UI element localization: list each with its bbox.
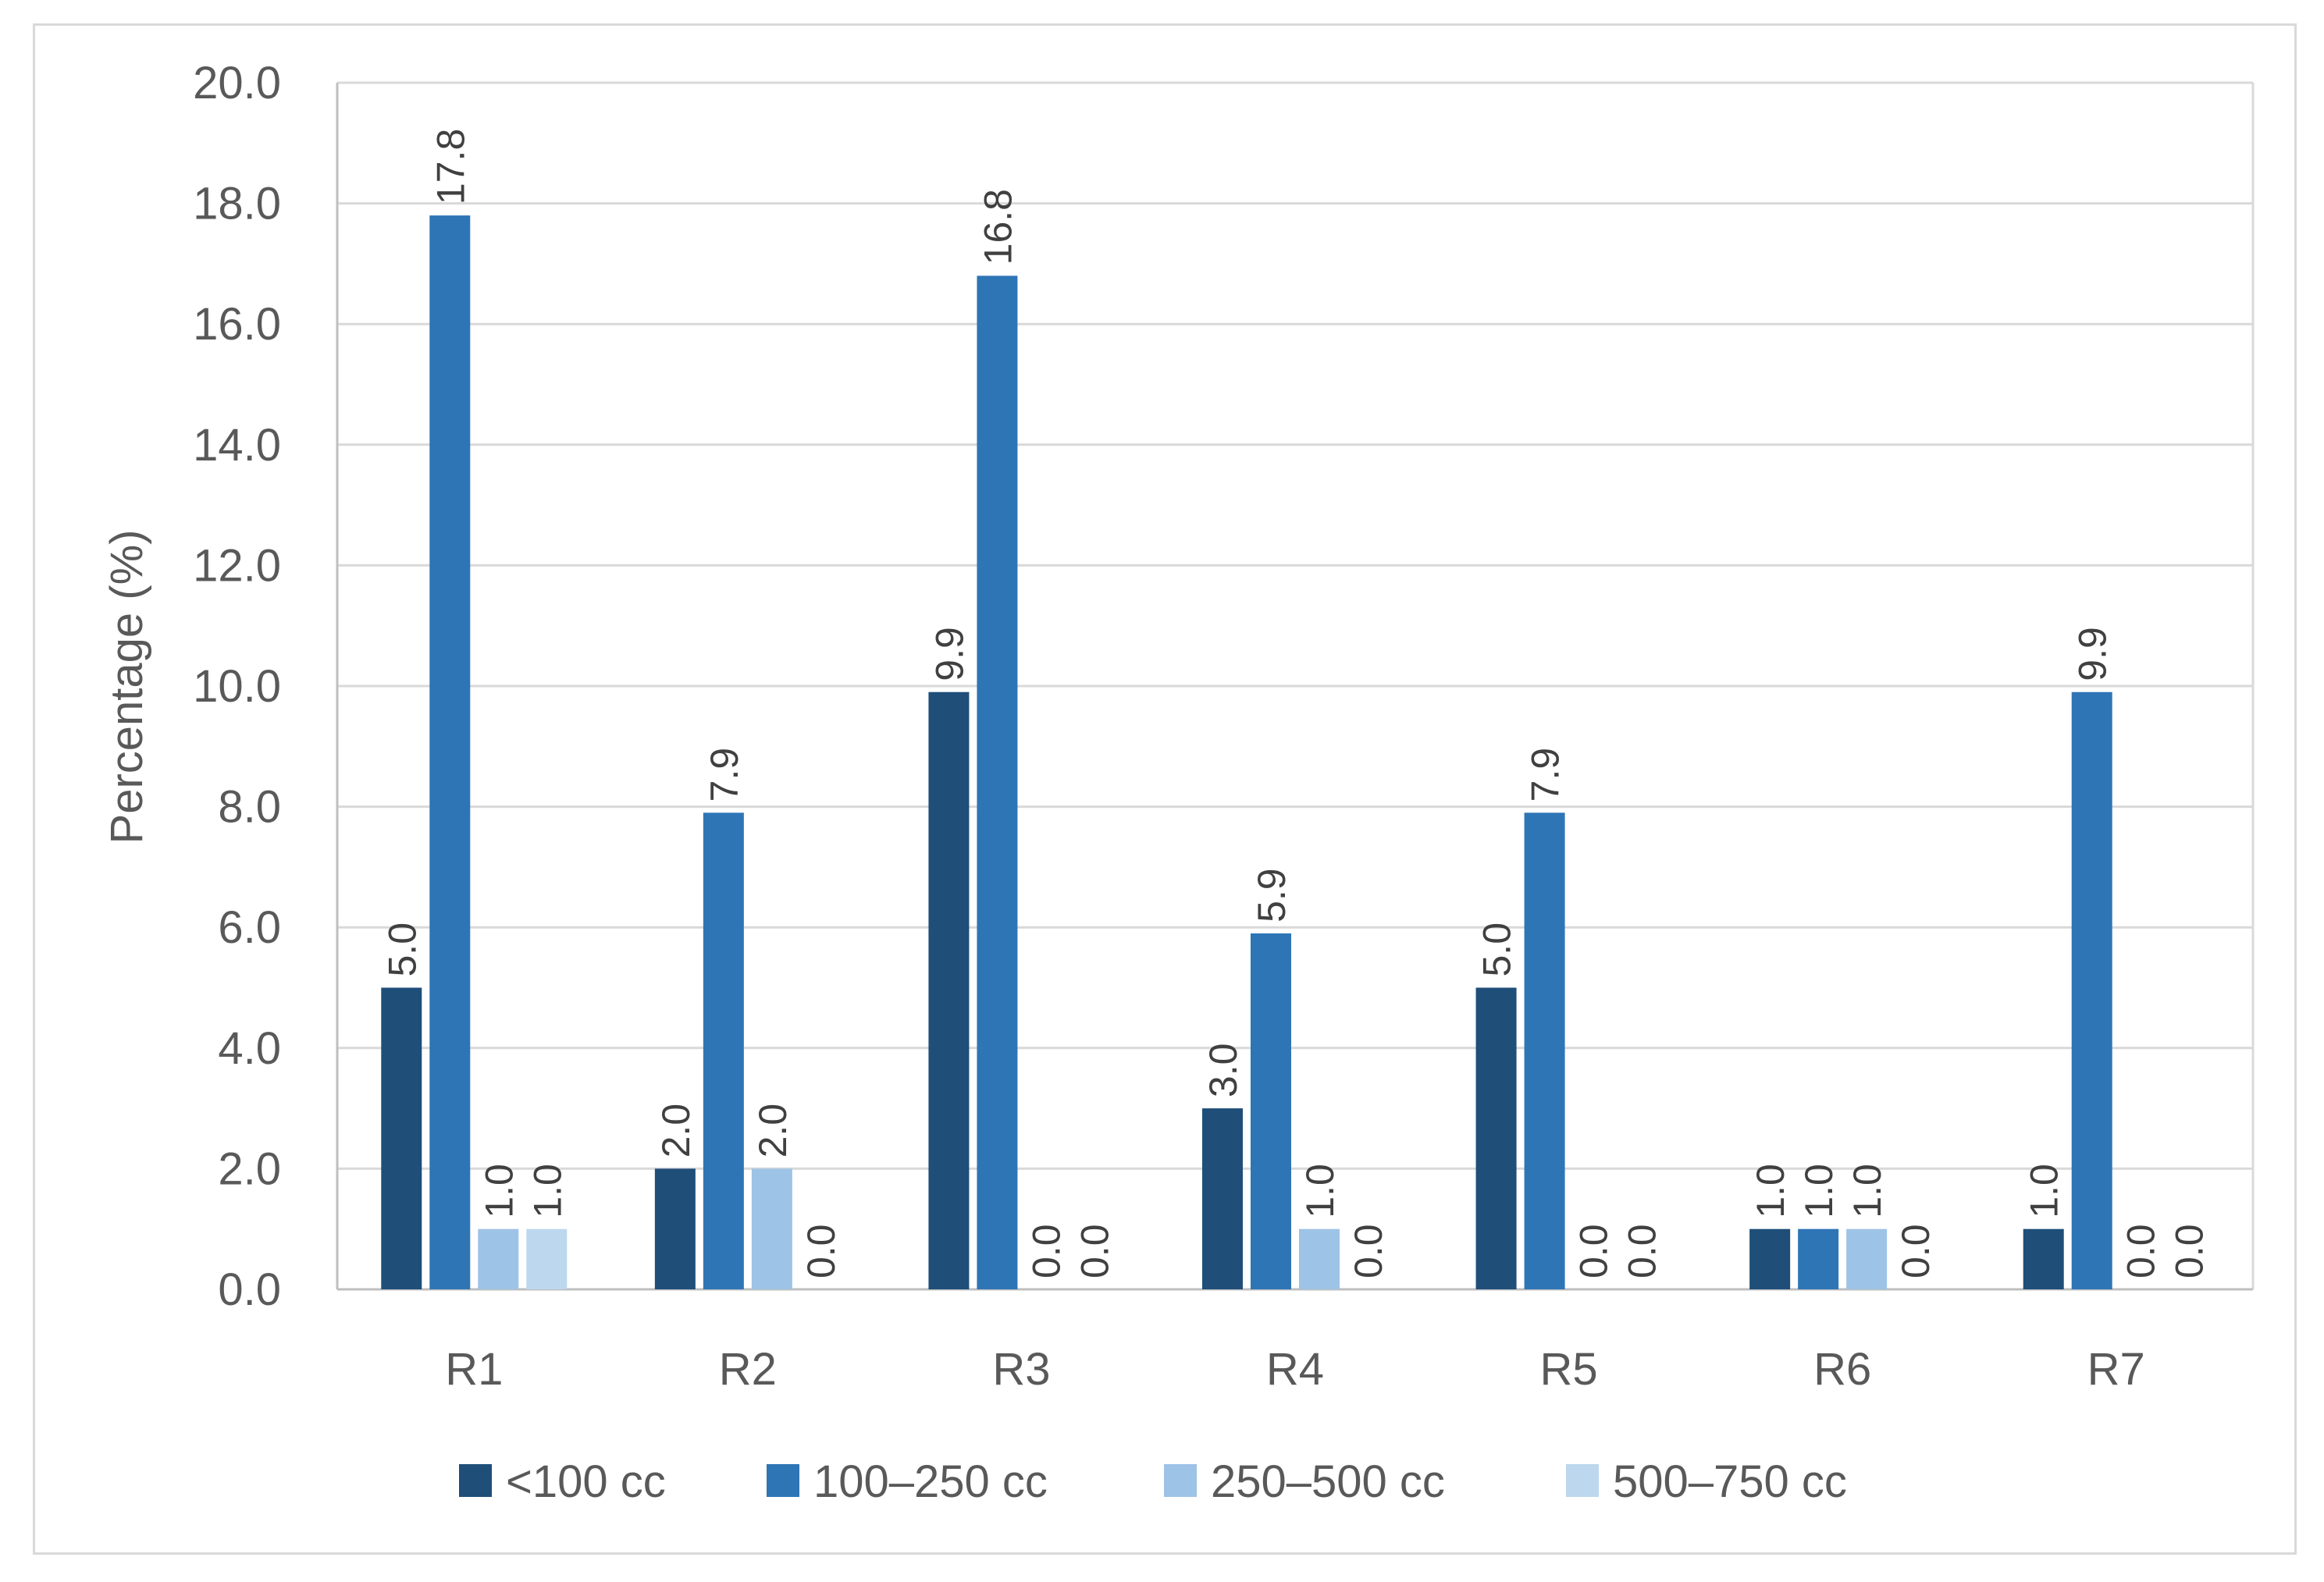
y-tick-label: 6.0 [218,902,281,953]
data-label: 0.0 [2168,1224,2212,1278]
gridlines [336,81,2255,1291]
legend-item: 250–500 cc [1164,1456,1445,1507]
legend-swatch [459,1464,492,1497]
data-label: 1.0 [2023,1164,2066,1218]
data-label: 0.0 [799,1224,843,1278]
bars [381,215,2112,1289]
data-label: 5.0 [1475,923,1519,977]
data-label: 7.9 [1524,748,1568,802]
data-label: 3.0 [1201,1043,1245,1098]
x-category-label: R4 [1266,1344,1324,1395]
legend-swatch [1164,1464,1197,1497]
data-label: 1.0 [1749,1164,1792,1218]
x-category-label: R5 [1539,1344,1597,1395]
legend-label: 100–250 cc [813,1456,1048,1507]
bar [928,691,970,1289]
bar [1749,1228,1791,1289]
x-axis-categories: R1 R2 R3 R4 R5 R6 R7 [445,1344,2145,1395]
bar [1251,933,1291,1289]
x-category-label: R6 [1813,1344,1871,1395]
data-label: 0.0 [1073,1224,1116,1278]
bar [654,1168,696,1289]
x-category-label: R1 [445,1344,503,1395]
data-label: 0.0 [1621,1224,1664,1278]
bar [1798,1228,1839,1289]
legend-label: <100 cc [506,1456,666,1507]
bar [1524,812,1565,1289]
data-label: 17.8 [429,129,472,204]
bar [977,276,1018,1289]
bar [381,987,422,1289]
bar [1846,1228,1888,1289]
bar [1475,987,1517,1289]
data-label: 1.0 [1298,1164,1342,1218]
data-label: 1.0 [1797,1164,1841,1218]
data-label: 5.9 [1250,868,1294,923]
data-label: 1.0 [477,1164,521,1218]
data-label: 9.9 [2071,627,2115,681]
legend-swatch [767,1464,799,1497]
y-tick-label: 8.0 [218,782,281,833]
y-tick-label: 14.0 [193,420,281,471]
y-tick-label: 4.0 [218,1023,281,1074]
bar [1202,1108,1243,1289]
data-label: 0.0 [1894,1224,1938,1278]
y-axis-ticks: 0.0 2.0 4.0 6.0 8.0 10.0 12.0 14.0 16.0 18.0 20.0 [193,58,281,1315]
data-label: 1.0 [525,1164,569,1218]
y-tick-label: 20.0 [193,58,281,108]
data-label: 2.0 [654,1104,698,1158]
data-label: 5.0 [380,923,424,977]
bar [478,1228,519,1289]
data-label: 0.0 [1024,1224,1068,1278]
bar [429,215,471,1289]
y-tick-label: 0.0 [218,1264,281,1315]
data-label: 0.0 [1572,1224,1616,1278]
x-category-label: R7 [2087,1344,2145,1395]
data-label: 0.0 [2119,1224,2163,1278]
legend-item: 100–250 cc [767,1456,1048,1507]
y-tick-label: 16.0 [193,299,281,350]
x-category-label: R3 [992,1344,1050,1395]
legend: <100 cc 100–250 cc 250–500 cc 500–750 cc [459,1456,1847,1507]
y-axis-title: Percentage (%) [101,530,152,844]
data-label: 16.8 [976,189,1020,265]
legend-label: 250–500 cc [1211,1456,1445,1507]
bar [1299,1228,1340,1289]
legend-swatch [1566,1464,1599,1497]
bar [751,1168,792,1289]
legend-item: <100 cc [459,1456,666,1507]
x-category-label: R2 [719,1344,777,1395]
bar [526,1228,568,1289]
y-tick-label: 10.0 [193,661,281,712]
data-labels: 5.017.81.0 1.02.07.92.00.09.916.80.0 0.03.… [380,129,2211,1278]
y-tick-label: 18.0 [193,179,281,229]
legend-item: 500–750 cc [1566,1456,1847,1507]
data-label: 1.0 [1845,1164,1889,1218]
y-tick-label: 12.0 [193,540,281,591]
bar [703,812,744,1289]
legend-label: 500–750 cc [1613,1456,1847,1507]
bar [2023,1228,2064,1289]
data-label: 0.0 [1347,1224,1390,1278]
data-label: 2.0 [751,1104,795,1158]
bar [2071,691,2112,1289]
y-tick-label: 2.0 [218,1143,281,1194]
chart-frame [33,23,2297,1555]
data-label: 7.9 [703,748,746,802]
data-label: 9.9 [927,627,971,681]
